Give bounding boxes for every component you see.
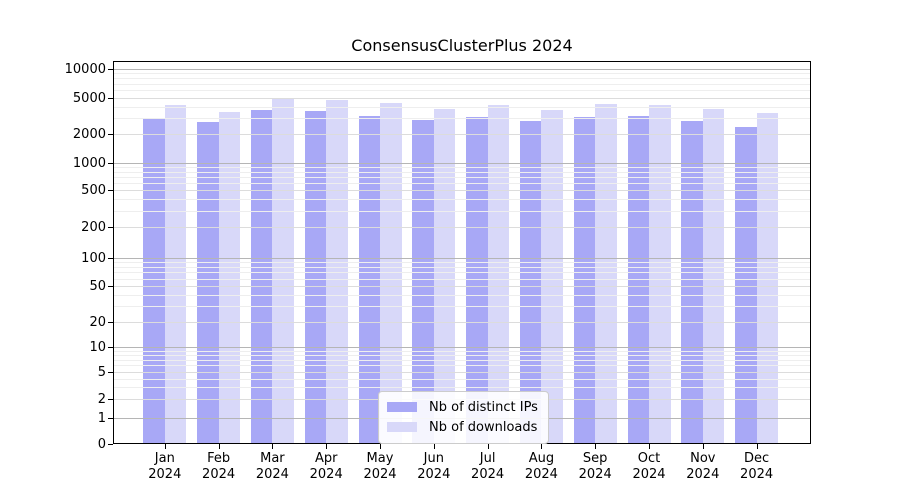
y-tick-label: 50 bbox=[89, 278, 106, 294]
x-tick-jun bbox=[433, 444, 435, 449]
bar-oct-distinct-ips bbox=[627, 116, 649, 444]
legend-label-distinct-ips: Nb of distinct IPs bbox=[429, 399, 538, 415]
legend-swatch-downloads-icon bbox=[387, 422, 417, 432]
bar-apr-downloads bbox=[326, 100, 348, 444]
y-tick-100 bbox=[108, 258, 113, 259]
y-tick-2000 bbox=[108, 134, 113, 135]
x-tick-label: Jan 2024 bbox=[148, 451, 182, 482]
x-tick-label: May 2024 bbox=[363, 451, 397, 482]
y-tick-label: 5000 bbox=[72, 90, 106, 106]
x-tick-label: Sep 2024 bbox=[578, 451, 612, 482]
chart-title: ConsensusClusterPlus 2024 bbox=[351, 36, 573, 55]
bar-sep-distinct-ips bbox=[573, 117, 596, 444]
plot-area bbox=[113, 61, 811, 444]
y-tick-50 bbox=[108, 286, 113, 287]
x-tick-dec bbox=[756, 444, 758, 449]
bar-may-distinct-ips bbox=[358, 116, 380, 444]
x-tick-label: Aug 2024 bbox=[524, 451, 558, 482]
legend-entry-downloads: Nb of downloads bbox=[387, 417, 538, 437]
y-tick-label: 1000 bbox=[72, 155, 106, 171]
y-tick-5 bbox=[108, 372, 113, 373]
x-tick-apr bbox=[326, 444, 328, 449]
bar-jan-downloads bbox=[164, 105, 187, 444]
y-tick-label: 2000 bbox=[72, 126, 106, 142]
bar-feb-distinct-ips bbox=[197, 122, 219, 444]
legend-label-downloads: Nb of downloads bbox=[429, 419, 538, 435]
bar-oct-downloads bbox=[649, 104, 671, 444]
bar-jul-distinct-ips bbox=[466, 116, 488, 444]
x-tick-aug bbox=[541, 444, 543, 449]
y-tick-20 bbox=[108, 322, 113, 323]
y-tick-label: 500 bbox=[81, 182, 106, 198]
y-tick-label: 10 bbox=[89, 339, 106, 355]
x-tick-may bbox=[380, 444, 381, 449]
legend-swatch-distinct-ips-icon bbox=[387, 402, 417, 412]
y-tick-1 bbox=[108, 418, 113, 419]
bar-feb-downloads bbox=[218, 112, 241, 444]
x-tick-jan bbox=[164, 444, 166, 449]
x-tick-label: Oct 2024 bbox=[632, 451, 666, 482]
y-tick-10000 bbox=[108, 69, 113, 70]
bar-dec-downloads bbox=[756, 113, 779, 444]
legend: Nb of distinct IPs Nb of downloads bbox=[378, 391, 549, 444]
x-tick-label: Dec 2024 bbox=[740, 451, 774, 482]
y-tick-label: 10000 bbox=[64, 61, 106, 77]
bar-jul-downloads bbox=[487, 105, 510, 444]
y-tick-label: 2 bbox=[97, 391, 106, 407]
x-tick-sep bbox=[595, 444, 597, 449]
bar-jun-distinct-ips bbox=[412, 119, 434, 444]
y-tick-5000 bbox=[108, 98, 113, 99]
x-tick-label: Jul 2024 bbox=[471, 451, 505, 482]
bar-aug-distinct-ips bbox=[519, 121, 542, 444]
x-tick-label: Jun 2024 bbox=[417, 451, 451, 482]
bar-dec-distinct-ips bbox=[735, 127, 757, 444]
bar-mar-downloads bbox=[272, 98, 294, 444]
y-tick-label: 0 bbox=[97, 436, 106, 452]
y-tick-500 bbox=[108, 190, 113, 191]
x-tick-label: Nov 2024 bbox=[686, 451, 720, 482]
x-tick-nov bbox=[702, 444, 704, 449]
y-tick-label: 5 bbox=[97, 364, 106, 380]
y-tick-label: 20 bbox=[89, 314, 106, 330]
bars-layer bbox=[113, 61, 811, 444]
bar-nov-distinct-ips bbox=[681, 120, 703, 444]
bar-nov-downloads bbox=[702, 108, 725, 444]
x-tick-mar bbox=[272, 444, 274, 449]
x-tick-label: Mar 2024 bbox=[255, 451, 289, 482]
y-tick-1000 bbox=[108, 163, 113, 164]
y-tick-200 bbox=[108, 227, 113, 228]
x-tick-jul bbox=[487, 444, 489, 449]
bar-mar-distinct-ips bbox=[250, 109, 273, 444]
bar-apr-distinct-ips bbox=[304, 111, 327, 444]
legend-entry-distinct-ips: Nb of distinct IPs bbox=[387, 397, 538, 417]
x-tick-label: Apr 2024 bbox=[309, 451, 343, 482]
y-tick-10 bbox=[108, 347, 113, 348]
y-tick-0 bbox=[108, 444, 113, 445]
x-tick-label: Feb 2024 bbox=[202, 451, 236, 482]
x-tick-oct bbox=[649, 444, 650, 449]
bar-jan-distinct-ips bbox=[143, 118, 165, 444]
x-tick-feb bbox=[218, 444, 220, 449]
y-tick-label: 200 bbox=[81, 219, 106, 235]
y-tick-label: 100 bbox=[81, 250, 106, 266]
y-tick-label: 1 bbox=[97, 410, 106, 426]
y-tick-2 bbox=[108, 399, 113, 400]
bar-sep-downloads bbox=[595, 104, 617, 444]
